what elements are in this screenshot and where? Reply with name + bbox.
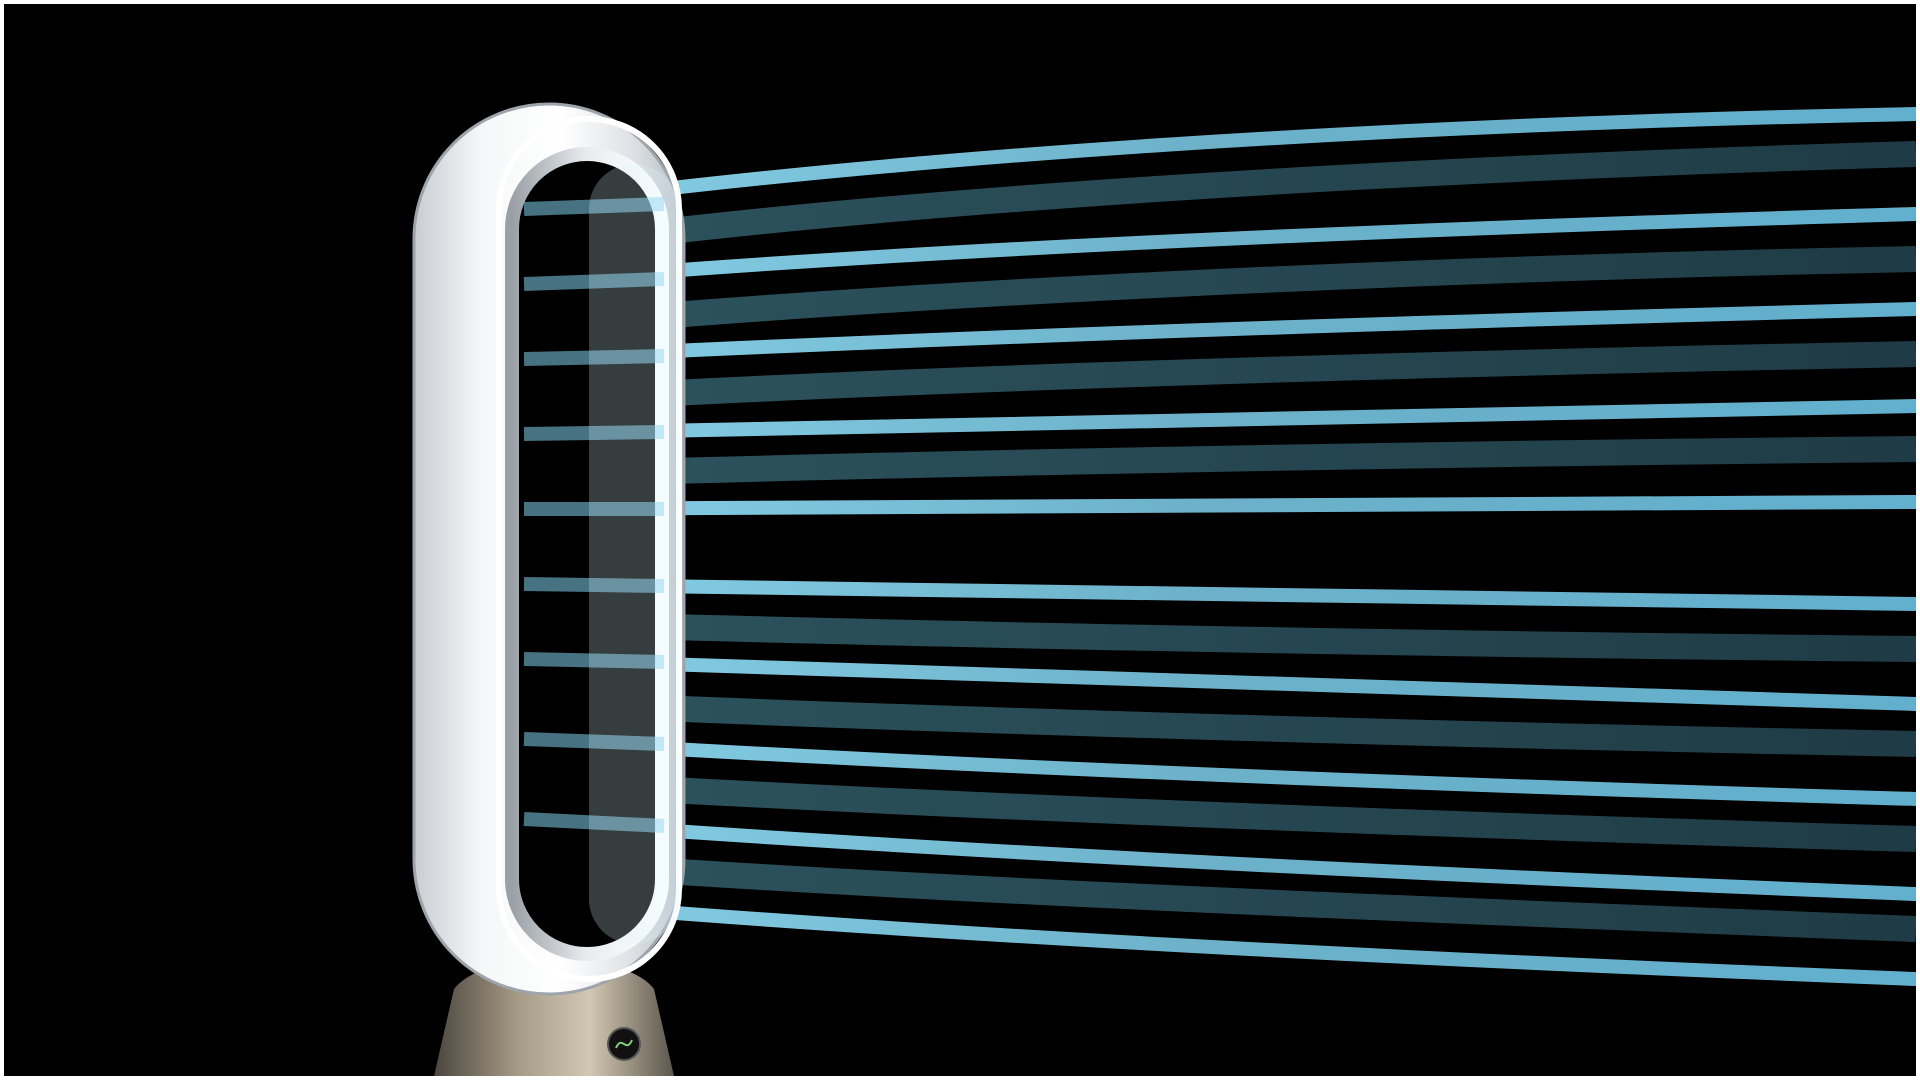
fan-loop-rim	[496, 116, 682, 982]
airflow-shadow-bands	[562, 141, 1916, 942]
fan-loop-front-glass	[589, 164, 679, 944]
airflow-beams	[497, 107, 1916, 986]
image-frame	[4, 4, 1916, 1076]
fan-scene	[412, 102, 1916, 1076]
airflow-through-loop	[523, 197, 665, 833]
